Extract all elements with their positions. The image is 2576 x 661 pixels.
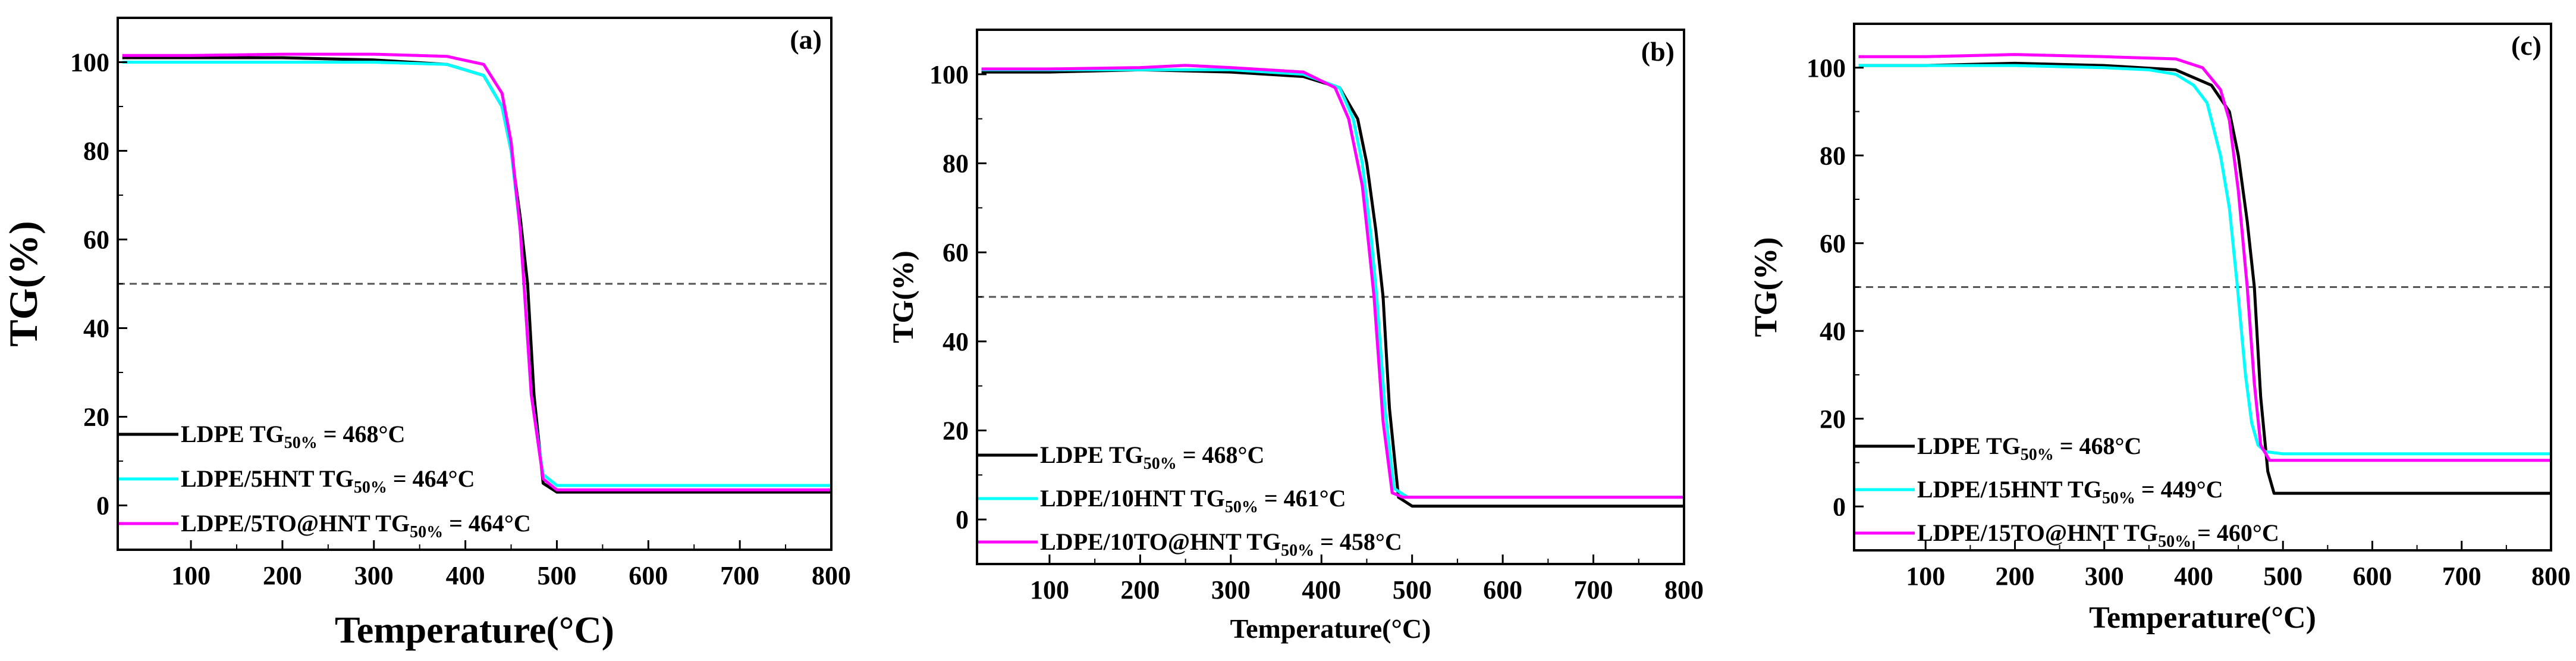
y-tick-label: 0 <box>1833 492 1846 521</box>
x-tick-label: 400 <box>446 561 485 590</box>
x-axis-title: Temperature(°C) <box>1230 613 1431 644</box>
legend-entry: LDPE/5TO@HNT TG50% = 464°C <box>181 510 531 541</box>
panel-label: (a) <box>790 24 822 55</box>
x-tick-label: 800 <box>812 561 851 590</box>
x-tick-label: 800 <box>1664 575 1704 604</box>
series-line-ldpe-15to-hnt <box>1858 53 2551 462</box>
x-tick-label: 300 <box>2085 562 2124 591</box>
x-tick-label: 600 <box>629 561 668 590</box>
x-tick-label: 400 <box>1302 575 1341 604</box>
legend-entry: LDPE/15HNT TG50% = 449°C <box>1917 476 2223 508</box>
chart-panel-b: 100 200 300 400 500 600 700 800 0 20 40 60 80 100 Temp… <box>886 29 1704 644</box>
y-axis-title: TG(%) <box>1748 237 1783 337</box>
y-tick-label: 0 <box>96 491 109 521</box>
x-tick-label: 300 <box>1211 575 1251 604</box>
series-line-ldpe-10to-hnt <box>981 64 1684 499</box>
x-axis-title: Temperature(°C) <box>335 609 614 651</box>
y-tick-label: 60 <box>943 238 969 267</box>
y-tick-label: 60 <box>83 225 109 255</box>
x-tick-label: 500 <box>537 561 576 590</box>
y-tick-label: 40 <box>83 314 109 343</box>
y-tick-label: 80 <box>943 149 969 178</box>
series-line-ldpe <box>1858 61 2551 495</box>
series-line-ldpe-15hnt <box>1858 64 2551 456</box>
x-tick-label: 100 <box>1906 562 1945 591</box>
x-tick-label: 100 <box>1030 575 1069 604</box>
x-tick-label: 600 <box>1483 575 1522 604</box>
y-tick-label: 80 <box>1820 141 1846 170</box>
series-line-ldpe-5to-hnt <box>122 52 831 491</box>
chart-panel-c: 100 200 300 400 500 600 700 800 0 20 40 60 80 100 Temp… <box>1748 23 2571 635</box>
x-axis-title: Temperature(°C) <box>2089 601 2316 635</box>
legend-entry: LDPE/10TO@HNT TG50% = 458°C <box>1040 528 1402 560</box>
y-axis-title: TG(%) <box>886 250 919 343</box>
legend-entry: LDPE TG50% = 468°C <box>1917 433 2141 464</box>
x-tick-label: 700 <box>2442 562 2481 591</box>
y-tick-label: 20 <box>83 403 109 432</box>
legend-entry: LDPE/15TO@HNT TG50% = 460°C <box>1917 519 2279 551</box>
y-tick-label: 100 <box>1807 54 1846 83</box>
y-tick-label: 40 <box>1820 317 1846 346</box>
x-tick-label: 500 <box>1393 575 1432 604</box>
x-tick-label: 800 <box>2531 562 2571 591</box>
y-tick-label: 60 <box>1820 229 1846 258</box>
x-tick-label: 200 <box>1120 575 1160 604</box>
x-tick-label: 300 <box>354 561 394 590</box>
legend-entry: LDPE TG50% = 468°C <box>181 421 405 452</box>
legend-entry: LDPE TG50% = 468°C <box>1040 441 1264 473</box>
panel-label: (c) <box>2511 30 2542 61</box>
x-tick-label: 700 <box>1574 575 1613 604</box>
y-tick-label: 20 <box>1820 405 1846 434</box>
x-tick-label: 200 <box>1995 562 2034 591</box>
y-tick-label: 40 <box>943 327 969 356</box>
y-tick-label: 20 <box>943 416 969 446</box>
y-tick-label: 100 <box>929 60 969 89</box>
x-tick-label: 200 <box>263 561 302 590</box>
x-tick-label: 500 <box>2263 562 2302 591</box>
y-tick-label: 80 <box>83 137 109 166</box>
y-tick-label: 100 <box>70 48 109 77</box>
x-tick-label: 100 <box>171 561 211 590</box>
x-tick-label: 400 <box>2174 562 2213 591</box>
y-axis-title: TG(%) <box>1 221 46 347</box>
y-tick-label: 0 <box>956 505 969 534</box>
x-tick-label: 700 <box>720 561 759 590</box>
chart-panel-a: 100 200 300 400 500 600 700 800 0 20 40 60 80 100 Temp… <box>1 17 851 651</box>
legend-entry: LDPE/5HNT TG50% = 464°C <box>181 465 475 497</box>
x-tick-label: 600 <box>2352 562 2392 591</box>
panel-label: (b) <box>1641 36 1675 67</box>
legend-entry: LDPE/10HNT TG50% = 461°C <box>1040 485 1346 516</box>
